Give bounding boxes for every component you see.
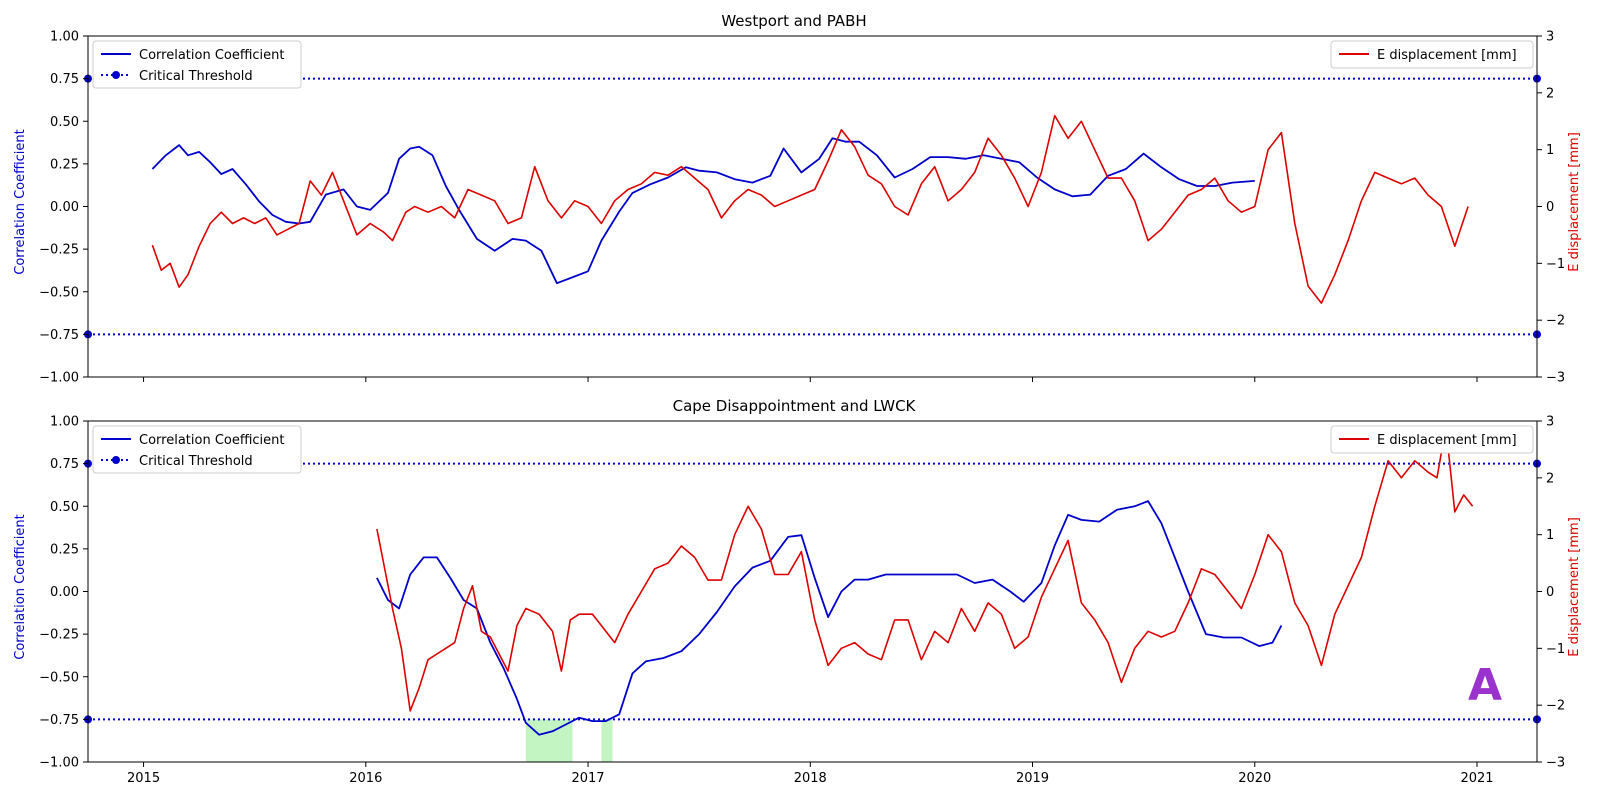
y-tick-label-right: 2 [1546, 86, 1554, 101]
y-tick-label-right: −3 [1546, 756, 1565, 771]
y-tick-label-left: 0.50 [50, 500, 79, 515]
legend-displacement-label: E displacement [mm] [1377, 48, 1517, 63]
plot-area [88, 36, 1537, 377]
y-tick-label-left: −0.75 [39, 713, 79, 728]
legend-left: Correlation Coefficient Critical Thresho… [92, 425, 302, 474]
legend-threshold-label: Critical Threshold [139, 454, 253, 469]
y-axis-label-left: Correlation Coefficient [13, 129, 28, 275]
legend-right: E displacement [mm] [1330, 425, 1534, 454]
annotation-letter: A [1468, 660, 1502, 711]
x-tick-label: 2021 [1460, 771, 1493, 786]
displacement-line [151, 114, 1469, 304]
x-tick-label: 2017 [571, 771, 604, 786]
y-tick-label-right: 1 [1546, 143, 1554, 158]
y-tick-label-right: 1 [1546, 528, 1554, 543]
legend-threshold-marker [112, 71, 120, 79]
y-tick-label-right: 0 [1546, 585, 1554, 600]
legend-threshold-label: Critical Threshold [139, 69, 253, 84]
y-tick-label-left: −0.25 [39, 628, 79, 643]
shaded-region-0 [525, 719, 573, 762]
y-tick-label-right: 2 [1546, 471, 1554, 486]
plot-area [88, 421, 1537, 762]
y-tick-label-left: 1.00 [50, 415, 79, 430]
legend-right-box [1330, 425, 1534, 454]
x-tick-label: 2018 [794, 771, 827, 786]
y-tick-label-right: −1 [1546, 642, 1565, 657]
shaded-region-1 [601, 719, 613, 762]
y-axis-label-left: Correlation Coefficient [13, 514, 28, 660]
legend-displacement-label: E displacement [mm] [1377, 433, 1517, 448]
y-tick-label-left: 0.75 [50, 457, 79, 472]
legend-left: Correlation Coefficient Critical Thresho… [92, 40, 302, 89]
correlation-line [376, 500, 1283, 736]
y-tick-label-right: 0 [1546, 200, 1554, 215]
y-tick-label-left: −0.75 [39, 328, 79, 343]
panel-cape-disappointment-lwck: Cape Disappointment and LWCK Correlation… [13, 397, 1582, 786]
y-tick-label-left: −0.50 [39, 285, 79, 300]
y-tick-label-left: 0.50 [50, 115, 79, 130]
y-tick-label-left: 0.00 [50, 585, 79, 600]
y-tick-label-left: −0.25 [39, 243, 79, 258]
panel-title: Cape Disappointment and LWCK [673, 397, 917, 415]
y-tick-label-right: −1 [1546, 257, 1565, 272]
y-tick-label-left: −1.00 [39, 371, 79, 386]
y-tick-label-left: 0.75 [50, 72, 79, 87]
y-axis-label-right: E displacement [mm] [1567, 517, 1582, 657]
legend-threshold-marker [112, 456, 120, 464]
x-tick-label: 2020 [1238, 771, 1271, 786]
x-tick-label: 2019 [1016, 771, 1049, 786]
y-tick-label-left: −1.00 [39, 756, 79, 771]
legend-right: E displacement [mm] [1330, 40, 1534, 69]
y-axis-label-right: E displacement [mm] [1567, 132, 1582, 272]
y-tick-label-right: −2 [1546, 314, 1565, 329]
correlation-line [151, 137, 1255, 285]
y-tick-label-left: −0.50 [39, 670, 79, 685]
y-tick-label-left: 0.25 [50, 157, 79, 172]
displacement-line [376, 425, 1474, 712]
panel-westport-pabh: Westport and PABH Correlation Coefficien… [13, 12, 1582, 386]
y-tick-label-left: 0.00 [50, 200, 79, 215]
x-tick-label: 2015 [127, 771, 160, 786]
x-tick-label: 2016 [349, 771, 382, 786]
y-tick-label-right: −3 [1546, 371, 1565, 386]
legend-left-box [92, 40, 302, 89]
y-tick-label-right: 3 [1546, 415, 1554, 430]
legend-left-box [92, 425, 302, 474]
panel-title: Westport and PABH [721, 12, 866, 30]
y-tick-label-right: 3 [1546, 30, 1554, 45]
legend-right-box [1330, 40, 1534, 69]
legend-correlation-label: Correlation Coefficient [139, 433, 285, 448]
y-tick-label-left: 1.00 [50, 30, 79, 45]
y-tick-label-left: 0.25 [50, 542, 79, 557]
y-tick-label-right: −2 [1546, 699, 1565, 714]
legend-correlation-label: Correlation Coefficient [139, 48, 285, 63]
